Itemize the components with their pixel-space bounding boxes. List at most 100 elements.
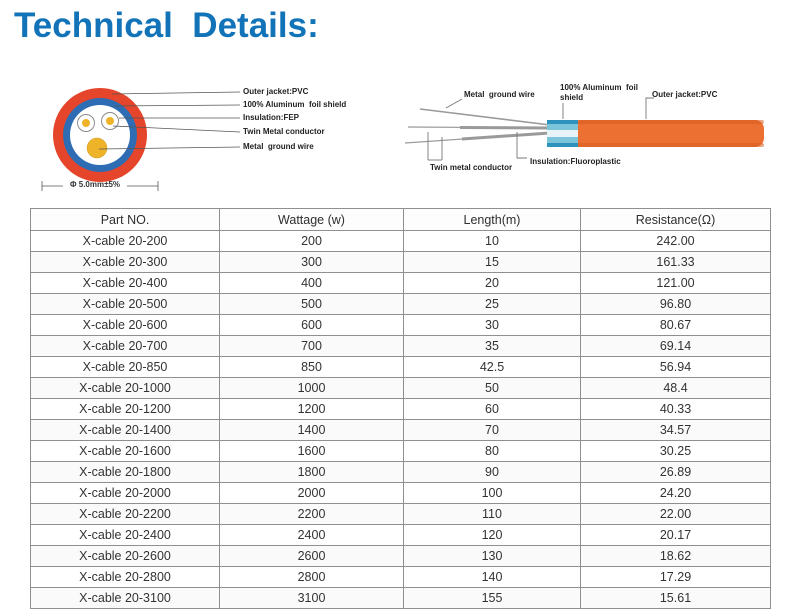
jacket-body [572,120,764,147]
table-cell: 600 [219,314,404,336]
header-wattage: Wattage (w) [219,208,404,231]
table-cell: 50 [403,377,581,399]
table-cell: 96.80 [580,293,771,315]
leader-lines [98,91,241,150]
table-cell: X-cable 20-1000 [30,377,220,399]
table-cell: 200 [219,230,404,252]
table-cell: 20.17 [580,524,771,546]
table-cell: 1400 [219,419,404,441]
table-cell: X-cable 20-1600 [30,440,220,462]
ground-wire-circle [86,137,108,159]
cable-cross-section-diagram: Outer jacket:PVC 100% Aluminum foil shie… [30,75,375,205]
table-row: X-cable 20-1800 1800 90 26.89 [30,461,771,483]
table-cell: 22.00 [580,503,771,525]
table-cell: 69.14 [580,335,771,357]
table-cell: 56.94 [580,356,771,378]
table-cell: 120 [403,524,581,546]
spec-table: Part NO. Wattage (w) Length(m) Resistanc… [30,208,771,609]
spec-table-container: Part NO. Wattage (w) Length(m) Resistanc… [30,208,771,609]
table-cell: 300 [219,251,404,273]
table-cell: 2800 [219,566,404,588]
table-cell: 15.61 [580,587,771,609]
conductor-right [106,117,114,125]
table-row: X-cable 20-2400 2400 120 20.17 [30,524,771,546]
table-row: X-cable 20-2800 2800 140 17.29 [30,566,771,588]
table-cell: 30.25 [580,440,771,462]
table-row: X-cable 20-600 600 30 80.67 [30,314,771,336]
table-cell: 18.62 [580,545,771,567]
table-cell: X-cable 20-1200 [30,398,220,420]
dimension-lines [41,181,159,191]
label-foil-shield: 100% Aluminum foil shield [243,100,347,109]
jacket-top-shade [572,120,764,124]
label-side-shield-line2: shield [560,93,584,102]
header-part-no: Part NO. [30,208,220,231]
table-cell: 1000 [219,377,404,399]
table-row: X-cable 20-1200 1200 60 40.33 [30,398,771,420]
table-cell: 10 [403,230,581,252]
table-cell: 2000 [219,482,404,504]
table-cell: 1200 [219,398,404,420]
table-cell: 35 [403,335,581,357]
table-cell: X-cable 20-500 [30,293,220,315]
table-cell: X-cable 20-2000 [30,482,220,504]
table-row: X-cable 20-300 300 15 161.33 [30,251,771,273]
table-cell: X-cable 20-3100 [30,587,220,609]
table-cell: X-cable 20-200 [30,230,220,252]
table-cell: X-cable 20-600 [30,314,220,336]
table-cell: 2400 [219,524,404,546]
cable-side-view-diagram: Metal ground wire 100% Aluminum foil shi… [400,75,800,205]
spec-table-body: X-cable 20-200 200 10 242.00 X-cable 20-300 3… [30,230,771,609]
table-cell: X-cable 20-850 [30,356,220,378]
table-row: X-cable 20-1600 1600 80 30.25 [30,440,771,462]
table-row: X-cable 20-200 200 10 242.00 [30,230,771,252]
table-row: X-cable 20-2000 2000 100 24.20 [30,482,771,504]
table-cell: X-cable 20-2200 [30,503,220,525]
header-resistance: Resistance(Ω) [580,208,771,231]
table-cell: X-cable 20-1800 [30,461,220,483]
jacket-bottom-shade [572,143,764,147]
table-row: X-cable 20-400 400 20 121.00 [30,272,771,294]
table-cell: 25 [403,293,581,315]
table-cell: 700 [219,335,404,357]
table-cell: 1800 [219,461,404,483]
label-ground-wire: Metal ground wire [243,142,314,151]
table-cell: X-cable 20-300 [30,251,220,273]
table-cell: 121.00 [580,272,771,294]
table-cell: X-cable 20-400 [30,272,220,294]
table-row: X-cable 20-700 700 35 69.14 [30,335,771,357]
label-side-ground-wire: Metal ground wire [464,90,535,99]
cable-side-view-drawing [404,97,764,161]
table-cell: 130 [403,545,581,567]
wires [404,108,551,144]
table-cell: 60 [403,398,581,420]
table-cell: X-cable 20-700 [30,335,220,357]
label-side-jacket: Outer jacket:PVC [652,90,718,99]
table-cell: 17.29 [580,566,771,588]
table-cell: 24.20 [580,482,771,504]
table-cell: 20 [403,272,581,294]
table-row: X-cable 20-1400 1400 70 34.57 [30,419,771,441]
table-cell: 80 [403,440,581,462]
header-length: Length(m) [403,208,581,231]
table-cell: 26.89 [580,461,771,483]
table-cell: 161.33 [580,251,771,273]
table-cell: 1600 [219,440,404,462]
table-row: X-cable 20-1000 1000 50 48.4 [30,377,771,399]
table-cell: X-cable 20-1400 [30,419,220,441]
table-cell: 850 [219,356,404,378]
table-cell: 140 [403,566,581,588]
table-cell: 80.67 [580,314,771,336]
table-cell: X-cable 20-2400 [30,524,220,546]
table-cell: 70 [403,419,581,441]
table-cell: 34.57 [580,419,771,441]
label-outer-jacket: Outer jacket:PVC [243,87,309,96]
table-cell: 30 [403,314,581,336]
label-insulation: Insulation:FEP [243,113,299,122]
table-cell: 90 [403,461,581,483]
table-row: X-cable 20-2200 2200 110 22.00 [30,503,771,525]
table-row: X-cable 20-2600 2600 130 18.62 [30,545,771,567]
diameter-dimension: Φ 5.0mm±5% [69,180,121,189]
table-cell: 2200 [219,503,404,525]
